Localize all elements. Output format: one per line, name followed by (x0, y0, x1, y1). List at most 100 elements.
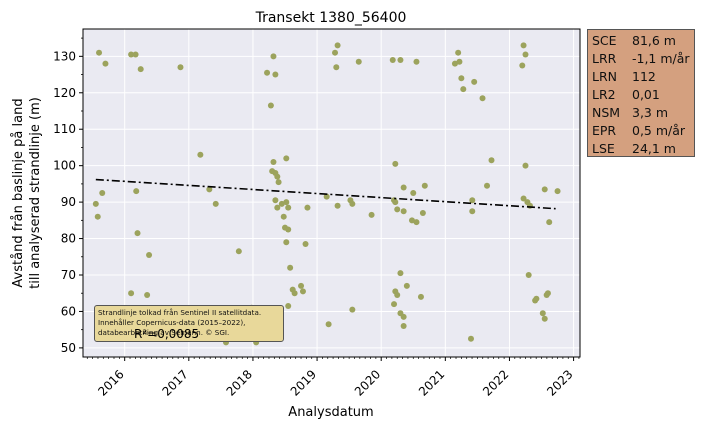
data-point (272, 71, 279, 78)
data-point (146, 251, 153, 258)
data-point (458, 75, 465, 82)
y-tick-label: 60 (61, 304, 76, 318)
chart-title: Transekt 1380_56400 (255, 10, 407, 26)
data-point (99, 190, 106, 196)
data-point (520, 42, 527, 49)
data-point (274, 204, 281, 211)
data-point (389, 56, 396, 63)
plot-frame (82, 28, 581, 358)
data-point (333, 64, 340, 71)
source-note-line: databearbetning av Semann. © SGI. (98, 328, 230, 337)
data-point (102, 60, 109, 67)
data-point (419, 210, 426, 217)
data-point (334, 42, 341, 49)
data-point (283, 199, 290, 206)
stat-epr: EPR 0,5 m/år (592, 122, 690, 140)
stat-key: LRN (592, 69, 617, 84)
data-point (283, 155, 290, 162)
data-point (554, 188, 561, 195)
stat-key: LRR (592, 51, 617, 66)
data-point (285, 302, 292, 309)
data-point (285, 204, 292, 211)
data-point (285, 226, 292, 233)
x-tick-label: 2020 (352, 367, 383, 398)
y-tick-label: 50 (61, 341, 76, 355)
data-point (177, 64, 184, 71)
data-point (408, 217, 415, 224)
data-point (522, 51, 529, 58)
data-point (455, 49, 462, 56)
x-tick-label: 2017 (159, 367, 190, 398)
stat-lr2: LR2 0,01 (592, 86, 690, 104)
data-point (349, 200, 356, 207)
data-point (332, 49, 339, 56)
data-point (522, 162, 529, 169)
data-point (304, 204, 311, 211)
data-point (274, 173, 281, 180)
data-point (413, 58, 420, 65)
y-tick-label: 90 (61, 195, 76, 209)
stat-nsm: NSM 3,3 m (592, 104, 690, 122)
data-point (264, 69, 271, 76)
data-point (323, 193, 330, 200)
y-tick-label: 130 (53, 49, 76, 63)
data-point (197, 151, 204, 158)
stat-lrn: LRN 112 (592, 68, 690, 86)
data-point (520, 195, 527, 202)
data-point (400, 323, 407, 330)
stat-lrr: LRR -1,1 m/år (592, 50, 690, 68)
data-point (397, 270, 404, 277)
data-point (421, 182, 428, 189)
data-point (397, 56, 404, 63)
data-point (94, 213, 101, 220)
source-note-line: Innehåller Copernicus-data (2015–2022), (98, 318, 246, 327)
x-tick-label: 2022 (480, 367, 511, 398)
stat-key: SCE (592, 33, 617, 48)
data-point (394, 206, 401, 213)
stat-value: 3,3 m (632, 105, 669, 120)
y-axis-label-line1: Avstånd från baslinje på land (11, 98, 26, 287)
stat-sce: SCE 81,6 m (592, 32, 690, 50)
data-point (134, 230, 141, 237)
data-point (403, 282, 410, 289)
data-point (283, 239, 290, 246)
data-point (479, 95, 486, 102)
source-note: Strandlinje tolkad från Sentinel II sate… (94, 305, 284, 342)
data-point (368, 211, 375, 218)
data-point (541, 315, 548, 322)
data-point (96, 49, 103, 56)
data-point (467, 335, 474, 342)
y-axis-ticks: 50 60 70 80 90 100 110 120 130 (53, 37, 83, 355)
data-point (132, 51, 139, 58)
data-point (544, 290, 551, 297)
source-note-line: Strandlinje tolkad från Sentinel II sate… (98, 308, 262, 317)
data-point (400, 184, 407, 191)
data-point (267, 102, 274, 109)
stat-key: NSM (592, 105, 621, 120)
trend-line (95, 178, 556, 210)
data-point (400, 208, 407, 215)
data-point (287, 264, 294, 271)
plot-area (83, 29, 580, 357)
x-tick-label: 2018 (224, 367, 255, 398)
x-tick-label: 2023 (544, 367, 575, 398)
x-tick-label: 2019 (288, 367, 319, 398)
data-point (270, 53, 277, 60)
data-point (456, 58, 463, 65)
data-point (539, 310, 546, 317)
grid-lines (83, 29, 580, 357)
data-point (302, 241, 309, 248)
y-tick-label: 80 (61, 232, 76, 246)
data-point (349, 306, 356, 313)
y-tick-label: 70 (61, 268, 76, 282)
data-point (533, 295, 540, 302)
data-point (272, 197, 279, 204)
x-axis-label: Analysdatum (288, 405, 373, 420)
stat-key: LR2 (592, 87, 616, 102)
data-point (391, 301, 398, 308)
data-point (519, 62, 526, 69)
data-point (270, 159, 277, 166)
data-point (392, 160, 399, 167)
stat-key: LSE (592, 141, 615, 156)
data-point (451, 60, 458, 67)
